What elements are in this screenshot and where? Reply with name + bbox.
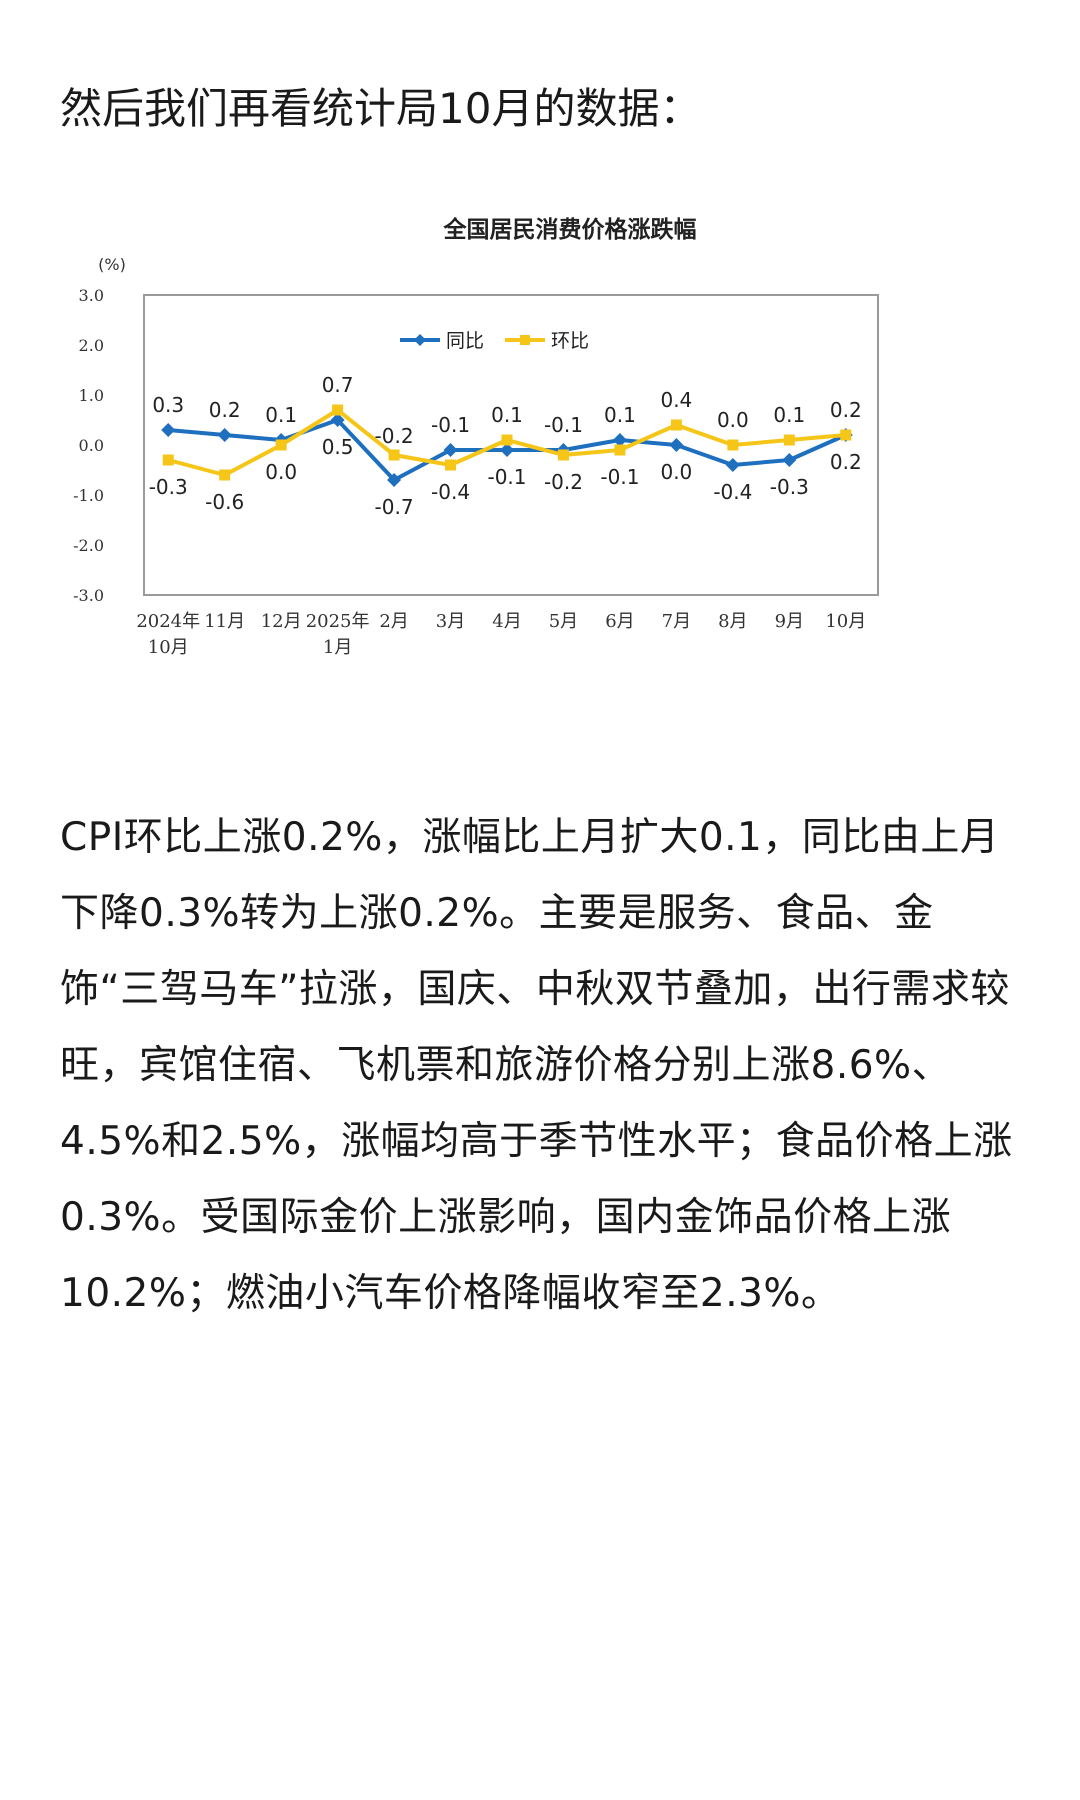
data-label: 0.1: [773, 403, 805, 427]
y-tick-label: 0.0: [79, 436, 104, 455]
data-label: 0.0: [660, 460, 692, 484]
y-tick-label: 2.0: [79, 336, 104, 355]
chart-title: 全国居民消费价格涨跌幅: [443, 216, 697, 243]
series-layer: [161, 404, 853, 487]
data-point: [443, 443, 458, 457]
x-tick-label: 2025年 1月: [306, 611, 370, 658]
data-point: [219, 469, 231, 481]
data-label: -0.4: [431, 480, 470, 504]
x-tick-label: 7月: [662, 611, 691, 632]
intro-text: 然后我们再看统计局10月的数据：: [60, 84, 702, 133]
data-label: -0.1: [544, 413, 583, 437]
data-point: [161, 423, 176, 437]
data-point: [612, 433, 627, 447]
data-label: -0.1: [431, 413, 470, 437]
data-point: [727, 439, 739, 451]
x-tick-label: 8月: [718, 611, 747, 632]
x-tick-label: 4月: [492, 611, 521, 632]
legend-marker: [414, 334, 426, 346]
data-point: [500, 443, 514, 457]
data-label: 0.2: [830, 398, 862, 422]
data-label: 0.0: [717, 408, 749, 432]
data-point: [501, 434, 513, 446]
x-tick-label: 10月: [825, 611, 866, 632]
data-point: [388, 449, 400, 461]
data-label: 0.1: [604, 403, 636, 427]
x-tick-label: 6月: [605, 611, 634, 632]
x-tick-label: 3月: [436, 611, 465, 632]
data-point: [330, 413, 345, 427]
data-label: -0.6: [205, 490, 244, 514]
y-unit-label: (%): [98, 255, 126, 274]
y-tick-label: 1.0: [79, 386, 104, 405]
x-tick-label: 2月: [379, 611, 408, 632]
data-point: [782, 453, 797, 467]
y-tick-label: -2.0: [73, 536, 104, 555]
analysis-paragraph: CPI环比上涨0.2%，涨幅比上月扩大0.1，同比由上月下降0.3%转为上涨0.…: [60, 815, 1013, 1316]
data-label: 0.1: [491, 403, 523, 427]
data-label: -0.7: [375, 495, 414, 519]
data-point: [557, 449, 569, 461]
data-label: 0.2: [209, 398, 241, 422]
data-point: [614, 444, 626, 456]
data-label: -0.1: [600, 465, 639, 489]
x-tick-label: 9月: [775, 611, 804, 632]
data-point: [783, 434, 795, 446]
x-tick-label: 2024年 10月: [136, 611, 200, 658]
x-tick-label: 5月: [549, 611, 578, 632]
data-point: [275, 439, 287, 451]
data-label: -0.4: [713, 480, 752, 504]
data-point: [445, 459, 457, 471]
data-label: 0.1: [265, 403, 297, 427]
data-point: [387, 473, 402, 487]
data-label: -0.3: [149, 475, 188, 499]
data-label: 0.2: [830, 450, 862, 474]
data-label: 0.3: [152, 393, 184, 417]
cpi-chart: 全国居民消费价格涨跌幅 (%) 3.0 2.0 1.0 0.0 -1.0 -2.0 -3.0…: [60, 190, 1020, 750]
plot-frame: [143, 294, 879, 596]
legend: 同比 环比: [400, 330, 589, 352]
data-point: [332, 404, 344, 416]
data-label: 0.5: [322, 435, 354, 459]
y-axis-ticks: 3.0 2.0 1.0 0.0 -1.0 -2.0 -3.0: [73, 286, 104, 605]
data-point: [217, 428, 232, 442]
data-point: [725, 458, 740, 472]
data-point: [162, 454, 174, 466]
x-tick-label: 11月: [204, 611, 245, 632]
data-label: 0.4: [660, 388, 692, 412]
data-label: -0.2: [544, 470, 583, 494]
data-point: [670, 419, 682, 431]
data-label: 0.7: [322, 373, 354, 397]
data-point: [840, 429, 852, 441]
data-label: -0.1: [487, 465, 526, 489]
y-tick-label: 3.0: [79, 286, 104, 305]
data-point: [669, 438, 684, 452]
data-label: -0.2: [375, 424, 414, 448]
data-labels: 0.3 -0.3 0.2 -0.6 0.1 0.0 0.5 0.7 -0.7 -0.2 -0.1 -0…: [149, 373, 862, 519]
legend-label: 同比: [446, 330, 484, 352]
chart-canvas: 全国居民消费价格涨跌幅 (%) 3.0 2.0 1.0 0.0 -1.0 -2.0 -3.0…: [73, 216, 879, 658]
data-label: 0.0: [265, 460, 297, 484]
legend-marker: [520, 335, 530, 345]
legend-label: 环比: [551, 330, 589, 352]
y-tick-label: -1.0: [73, 486, 104, 505]
x-tick-label: 12月: [261, 611, 302, 632]
y-tick-label: -3.0: [73, 586, 104, 605]
data-label: -0.3: [770, 475, 809, 499]
